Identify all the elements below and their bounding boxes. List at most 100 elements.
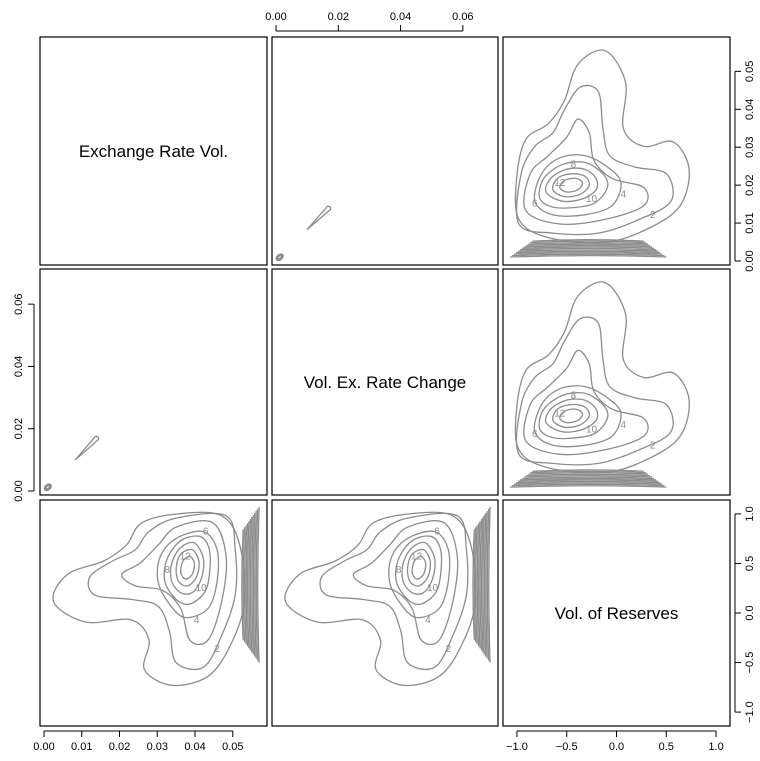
v2-vs-v3-boundary-line — [515, 480, 661, 484]
axis-bottom-right-tick-label: −0.5 — [556, 741, 578, 753]
variable-label-exchange-rate-vol: Exchange Rate Vol. — [79, 142, 228, 161]
v3-vs-v2-contour-line — [352, 520, 459, 646]
v3-vs-v1-boundary-line — [255, 508, 259, 661]
v2-vs-v1-contour-line — [74, 435, 100, 461]
v3-vs-v1-contour-label: 6 — [203, 527, 209, 538]
axis-right-top-tick-label: 0.04 — [744, 99, 756, 120]
v3-vs-v2-contour-line — [394, 535, 443, 606]
panel-frame-1-2 — [271, 36, 499, 266]
axis-right-v1: 0.00 0.01 0.02 0.03 0.04 0.05 — [734, 61, 756, 272]
v3-vs-v1-contour-line — [180, 555, 196, 580]
v1-vs-v2-point — [306, 228, 309, 230]
axis-bottom-left-tick-label: 0.04 — [184, 741, 205, 753]
axis-bottom-left-tick-label: 0.00 — [33, 741, 54, 753]
axis-top-v2: 0.00 0.02 0.04 0.06 — [265, 11, 474, 32]
v3-vs-v1-contour-line — [156, 530, 220, 619]
v3-vs-v1-boundary-line — [242, 527, 246, 643]
v1-vs-v2-contour-line — [275, 253, 284, 262]
v3-vs-v1-boundary-line — [244, 525, 247, 645]
panel-frame-3-2 — [271, 499, 499, 727]
v2-vs-v3-contour-line — [552, 403, 591, 429]
v3-vs-v2-contour-label: 12 — [411, 552, 423, 563]
v3-vs-v1-boundary-line — [248, 519, 252, 651]
v3-vs-v1-contour-label: 2 — [214, 644, 220, 655]
v1-vs-v2-contour-line — [306, 205, 332, 230]
v3-vs-v2-contour-line — [406, 548, 432, 587]
v2-vs-v3-boundary-line — [524, 475, 653, 478]
v2-vs-v3-contour-label: 10 — [586, 425, 598, 436]
axis-bottom-left-tick-label: 0.03 — [147, 741, 168, 753]
v2-vs-v3-contour-line — [533, 385, 622, 448]
v3-vs-v1-boundary-line — [251, 514, 254, 655]
v1-vs-v3-boundary-line — [526, 243, 650, 247]
axis-bottom-right-tick-label: 0.5 — [659, 741, 674, 753]
axis-bottom-left-tick-label: 0.05 — [222, 741, 243, 753]
v2-vs-v3-contour-line — [538, 391, 609, 440]
axis-right-top-tick-label: 0.01 — [744, 212, 756, 233]
v1-vs-v3-boundary-line — [509, 255, 667, 258]
v1-vs-v3-contour-line — [533, 154, 622, 217]
variable-label-vol-ex-rate-change: Vol. Ex. Rate Change — [304, 373, 467, 392]
contour-panel-3-2: 2 4 6 8 10 12 — [284, 506, 491, 687]
v3-vs-v1-boundary-line — [257, 506, 260, 663]
axis-bottom-left-tick-label: 0.02 — [109, 741, 130, 753]
v2-vs-v3-contour-line — [515, 316, 674, 466]
panel-frame-2-1 — [39, 268, 268, 496]
v2-vs-v3-boundary-line — [526, 473, 650, 477]
v1-vs-v3-boundary-line — [524, 244, 653, 248]
v2-vs-v3-boundary-line — [513, 482, 663, 485]
v1-vs-v3-contour-label: 10 — [586, 194, 598, 205]
v1-vs-v3-boundary-line — [520, 247, 657, 251]
axis-bottom-right-tick-label: 1.0 — [708, 741, 723, 753]
v1-vs-v3-contour-line — [544, 167, 599, 203]
v1-vs-v3-contour-line — [514, 49, 690, 244]
v1-vs-v3-boundary-line — [518, 249, 659, 252]
variable-label-vol-of-reserves: Vol. of Reserves — [555, 604, 679, 623]
panel-frame-3-1 — [39, 499, 268, 727]
v2-vs-v3-contour-label: 6 — [532, 429, 538, 440]
axis-top-tick-label: 0.02 — [328, 11, 349, 23]
contour-panel-2-3: 2 4 6 8 10 12 — [509, 281, 690, 488]
v2-vs-v3-boundary-line — [530, 470, 646, 474]
v2-vs-v3-boundary-line — [520, 477, 657, 481]
v2-vs-v3-boundary-line — [509, 485, 667, 488]
v2-vs-v3-contour-line — [514, 281, 690, 474]
v1-vs-v2-contour-line — [276, 254, 283, 261]
v1-vs-v3-boundary-line — [515, 250, 661, 254]
v3-vs-v2-contour-label: 6 — [434, 527, 440, 538]
v3-vs-v1-contour-label: 10 — [196, 583, 208, 594]
v3-vs-v2-boundary-line — [479, 519, 483, 651]
axis-right-bottom-tick-label: −1.0 — [744, 701, 756, 723]
axis-top-tick-label: 0.00 — [265, 11, 286, 23]
axis-bottom-right-tick-label: 0.0 — [609, 741, 624, 753]
v3-vs-v2-boundary-line — [482, 514, 485, 655]
v3-vs-v1-contour-line — [87, 512, 238, 671]
v1-vs-v3-boundary-line — [530, 240, 646, 244]
axis-right-top-tick-label: 0.02 — [744, 174, 756, 195]
v3-vs-v2-boundary-line — [480, 517, 484, 653]
v2-vs-v3-boundary-line — [522, 476, 655, 480]
axis-right-top-tick-label: 0.05 — [744, 61, 756, 82]
v3-vs-v1-boundary-line — [241, 529, 244, 641]
v3-vs-v1-boundary-line — [249, 517, 253, 653]
v1-vs-v3-contour-line — [523, 118, 649, 226]
axis-bottom-left-tick-label: 0.01 — [71, 741, 92, 753]
diag-panel-2: Vol. Ex. Rate Change — [271, 268, 499, 496]
v2-vs-v1-contour-line — [43, 483, 52, 492]
v3-vs-v2-contour-line — [401, 541, 436, 595]
v1-vs-v3-boundary-line — [513, 252, 663, 255]
axis-right-top-tick-label: 0.00 — [744, 250, 756, 271]
v2-vs-v3-boundary-line — [532, 469, 644, 472]
axis-top-tick-label: 0.06 — [452, 11, 473, 23]
v3-vs-v2-contour-line — [388, 530, 451, 619]
v1-vs-v3-boundary-line — [528, 241, 648, 245]
v1-vs-v3-boundary-line — [522, 246, 655, 249]
v2-vs-v1-contour-line — [45, 485, 51, 490]
panel-frame-2-2 — [271, 268, 499, 496]
v3-vs-v2-contour-line — [411, 555, 427, 580]
v1-vs-v3-boundary-line — [511, 253, 665, 257]
axis-left-v2: 0.00 0.02 0.04 0.06 — [13, 293, 35, 502]
v3-vs-v1-contour-label: 8 — [164, 565, 170, 576]
v1-vs-v3-contour-label: 6 — [532, 198, 538, 209]
